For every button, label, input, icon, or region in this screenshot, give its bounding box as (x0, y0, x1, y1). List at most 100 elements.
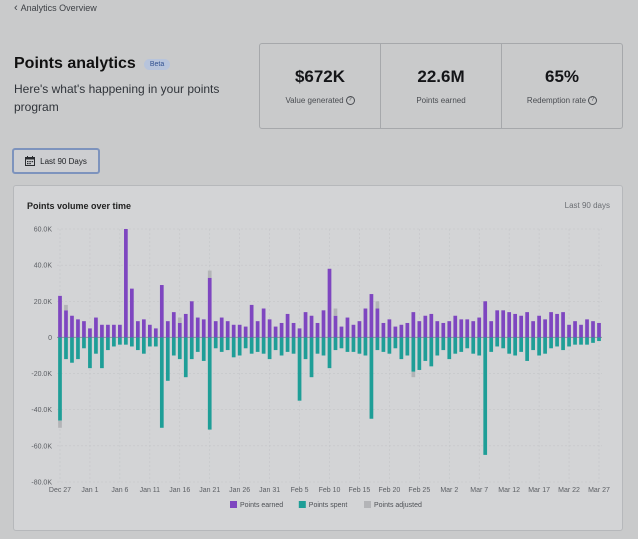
bar-points-earned (297, 328, 302, 338)
bar-points-earned (531, 321, 535, 338)
bar-points-spent (82, 337, 86, 349)
x-tick-label: Jan 11 (140, 487, 161, 494)
bar-points-earned (399, 324, 404, 338)
bar-points-spent (315, 337, 320, 354)
x-tick-label: Feb 5 (291, 487, 309, 494)
bar-points-spent (567, 337, 571, 347)
x-tick-label: Feb 20 (378, 487, 400, 494)
bar-points-earned (477, 317, 482, 338)
bar-points-spent (225, 337, 230, 351)
bar-points-earned (495, 310, 500, 338)
bar-points-spent (591, 337, 595, 343)
stat-redemption-rate: 65% Redemption rate ? (502, 44, 622, 128)
bar-points-earned (537, 315, 541, 338)
bar-points-spent (333, 337, 338, 351)
bar-points-spent (597, 337, 601, 342)
page-title: Points analytics (14, 55, 136, 72)
bar-points-earned (315, 322, 320, 338)
bar-points-spent (273, 337, 278, 351)
stat-points-earned: 22.6M Points earned (381, 44, 502, 128)
bar-points-spent (345, 337, 350, 352)
bar-points-earned (153, 328, 158, 338)
y-tick-label: 40.0K (34, 263, 53, 270)
bar-points-spent (303, 337, 308, 360)
bar-points-spent (495, 337, 500, 347)
bar-points-spent (435, 337, 440, 356)
bar-points-earned (381, 322, 386, 338)
stat-value: 65% (544, 67, 580, 86)
bar-points-adjusted (375, 301, 380, 309)
bar-points-earned (501, 310, 506, 338)
bar-points-earned (147, 324, 152, 338)
back-link-label: Analytics Overview (20, 3, 97, 13)
bar-points-spent (549, 337, 553, 349)
bar-points-spent (147, 337, 152, 347)
chart-range-label: Last 90 days (564, 201, 610, 210)
bar-points-earned (327, 268, 332, 338)
x-tick-label: Jan 21 (199, 487, 220, 494)
date-range-button[interactable]: Last 90 Days (12, 148, 100, 174)
bar-points-earned (519, 315, 524, 338)
bar-points-earned (351, 324, 356, 338)
bar-points-spent (118, 337, 122, 345)
x-tick-label: Jan 1 (81, 487, 98, 494)
bar-points-spent (489, 337, 494, 352)
bar-points-spent (447, 337, 452, 360)
bar-points-spent (417, 337, 422, 370)
bar-points-earned (165, 321, 170, 338)
x-tick-label: Jan 6 (111, 487, 128, 494)
stat-value: $672K (294, 67, 346, 86)
x-tick-label: Mar 12 (498, 487, 520, 494)
bar-points-earned (507, 312, 512, 338)
bar-points-spent (471, 337, 476, 354)
bar-points-spent (465, 337, 470, 349)
bar-points-spent (393, 337, 398, 349)
bar-points-earned (159, 285, 164, 338)
legend-label: Points adjusted (374, 502, 422, 509)
legend-swatch (230, 501, 237, 508)
bar-points-earned (453, 315, 458, 338)
bar-points-earned (435, 321, 440, 338)
bar-points-spent (94, 337, 98, 354)
bar-points-spent (369, 337, 374, 419)
bar-points-earned (76, 319, 80, 338)
back-link[interactable]: ‹ Analytics Overview (14, 2, 97, 14)
bar-points-spent (309, 337, 314, 378)
bar-points-spent (423, 337, 428, 361)
info-icon[interactable]: ? (588, 96, 598, 105)
bar-points-earned (591, 321, 595, 338)
bar-points-spent (363, 337, 368, 356)
bar-points-earned (447, 321, 452, 338)
bar-points-spent (339, 337, 344, 349)
bar-points-spent (381, 337, 386, 352)
bar-points-earned (489, 321, 494, 338)
bar-points-earned (255, 321, 260, 338)
bar-points-earned (561, 312, 565, 338)
bar-points-spent (100, 337, 104, 369)
stat-label: Points earned (416, 96, 465, 105)
bar-points-spent (255, 337, 260, 352)
bar-points-earned (130, 288, 134, 338)
bar-points-spent (327, 337, 332, 369)
x-tick-label: Mar 22 (558, 487, 580, 494)
bar-points-earned (345, 317, 350, 338)
chevron-left-icon: ‹ (14, 2, 18, 14)
x-tick-label: Mar 27 (588, 487, 610, 494)
bar-points-earned (285, 313, 290, 338)
bar-points-spent (70, 337, 74, 363)
bar-points-spent (267, 337, 272, 360)
bar-points-earned (70, 315, 74, 338)
info-icon[interactable]: ? (345, 96, 355, 105)
bar-points-earned (106, 324, 110, 338)
bar-points-spent (64, 337, 68, 360)
bar-points-spent (207, 337, 212, 430)
bar-points-spent (261, 337, 266, 354)
x-tick-label: Feb 10 (319, 487, 341, 494)
bar-points-spent (483, 337, 488, 455)
y-tick-label: -80.0K (31, 480, 52, 487)
x-tick-label: Mar 2 (440, 487, 458, 494)
x-tick-label: Mar 17 (528, 487, 550, 494)
bar-points-earned (333, 315, 338, 338)
bar-points-spent (507, 337, 512, 354)
bar-points-earned (471, 321, 476, 338)
